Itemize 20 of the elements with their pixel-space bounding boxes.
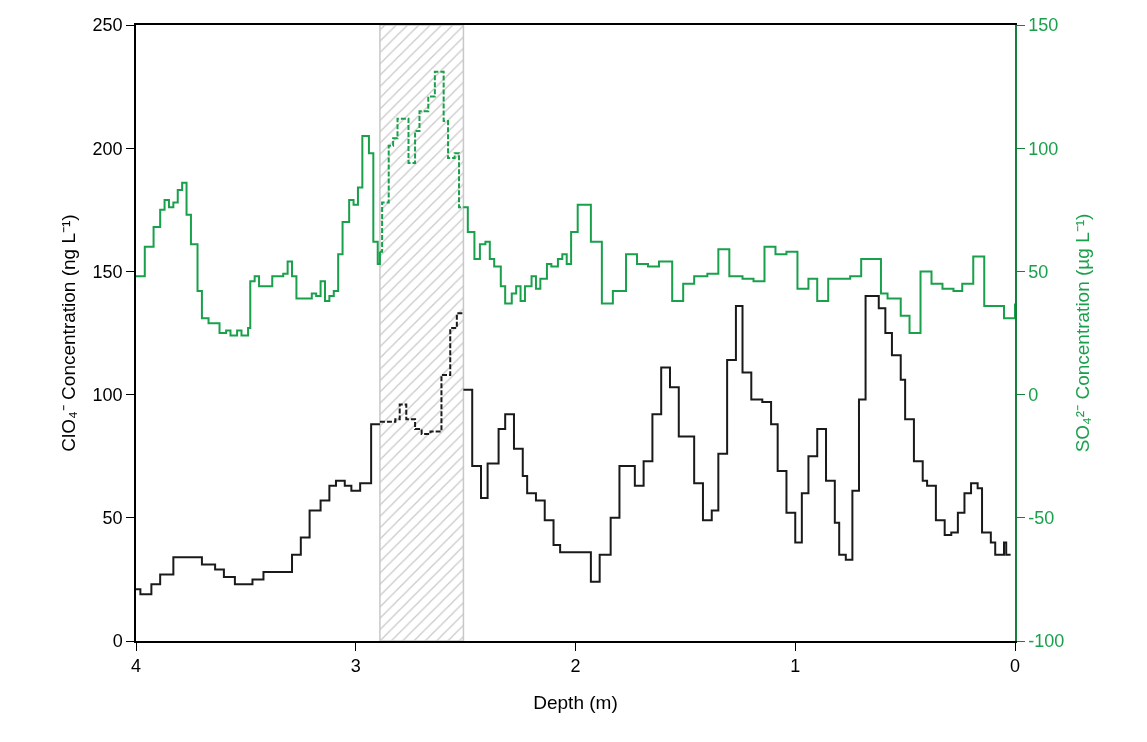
x-tick-label: 1 (790, 656, 801, 677)
y2-tick-label: 150 (1028, 15, 1059, 36)
y2-tick-label: 50 (1028, 261, 1049, 282)
y2-tick-label: -100 (1028, 631, 1065, 652)
x-tick-label: 4 (130, 656, 142, 677)
y-axis-title: ClO₄⁻ Concentration (ng L⁻¹) (57, 214, 79, 452)
x-tick-label: 2 (570, 656, 581, 677)
x-tick-label: 0 (1009, 656, 1021, 677)
x-axis-title: Depth (m) (533, 691, 618, 713)
y-tick-label: 150 (92, 261, 123, 282)
y-tick-label: 50 (102, 508, 123, 529)
y-tick-label: 100 (92, 384, 123, 405)
y-tick-label: 0 (112, 631, 123, 652)
y2-axis-title: SO₄²⁻ Concentration (µg L⁻¹) (1071, 213, 1093, 453)
y-tick-label: 250 (92, 15, 123, 36)
y-tick-label: 200 (92, 138, 123, 159)
y2-tick-label: 100 (1028, 138, 1059, 159)
y2-tick-label: -50 (1028, 508, 1055, 529)
y2-tick-label: 0 (1028, 384, 1039, 405)
x-tick-label: 3 (350, 656, 361, 677)
